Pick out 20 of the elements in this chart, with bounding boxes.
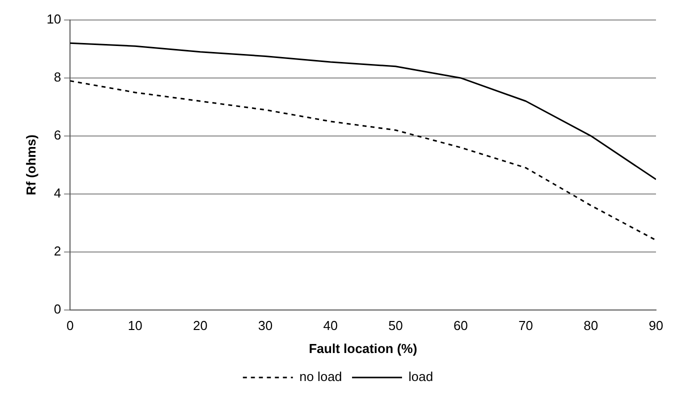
x-tick-label: 80 [584,318,598,334]
x-tick-label: 50 [388,318,403,334]
x-tick-label: 70 [518,318,534,334]
x-tick-label: 60 [453,318,468,334]
legend-label: no load [299,369,342,384]
y-tick-label: 8 [54,70,62,85]
legend-label: load [408,369,434,384]
y-axis-title: Rf (ohms) [23,134,38,196]
x-tick-label: 30 [258,318,273,334]
x-axis-title: Fault location (%) [308,340,418,356]
y-tick-label: 0 [54,301,62,316]
y-tick-label: 4 [54,185,62,200]
x-tick-label: 20 [193,318,208,334]
y-tick-label: 10 [46,12,62,27]
x-tick-label: 40 [323,318,338,334]
x-tick-label: 90 [648,318,664,334]
x-tick-label: 0 [66,318,74,334]
x-tick-label: 10 [128,318,142,334]
y-tick-label: 2 [54,243,62,258]
y-tick-label: 6 [54,128,62,142]
